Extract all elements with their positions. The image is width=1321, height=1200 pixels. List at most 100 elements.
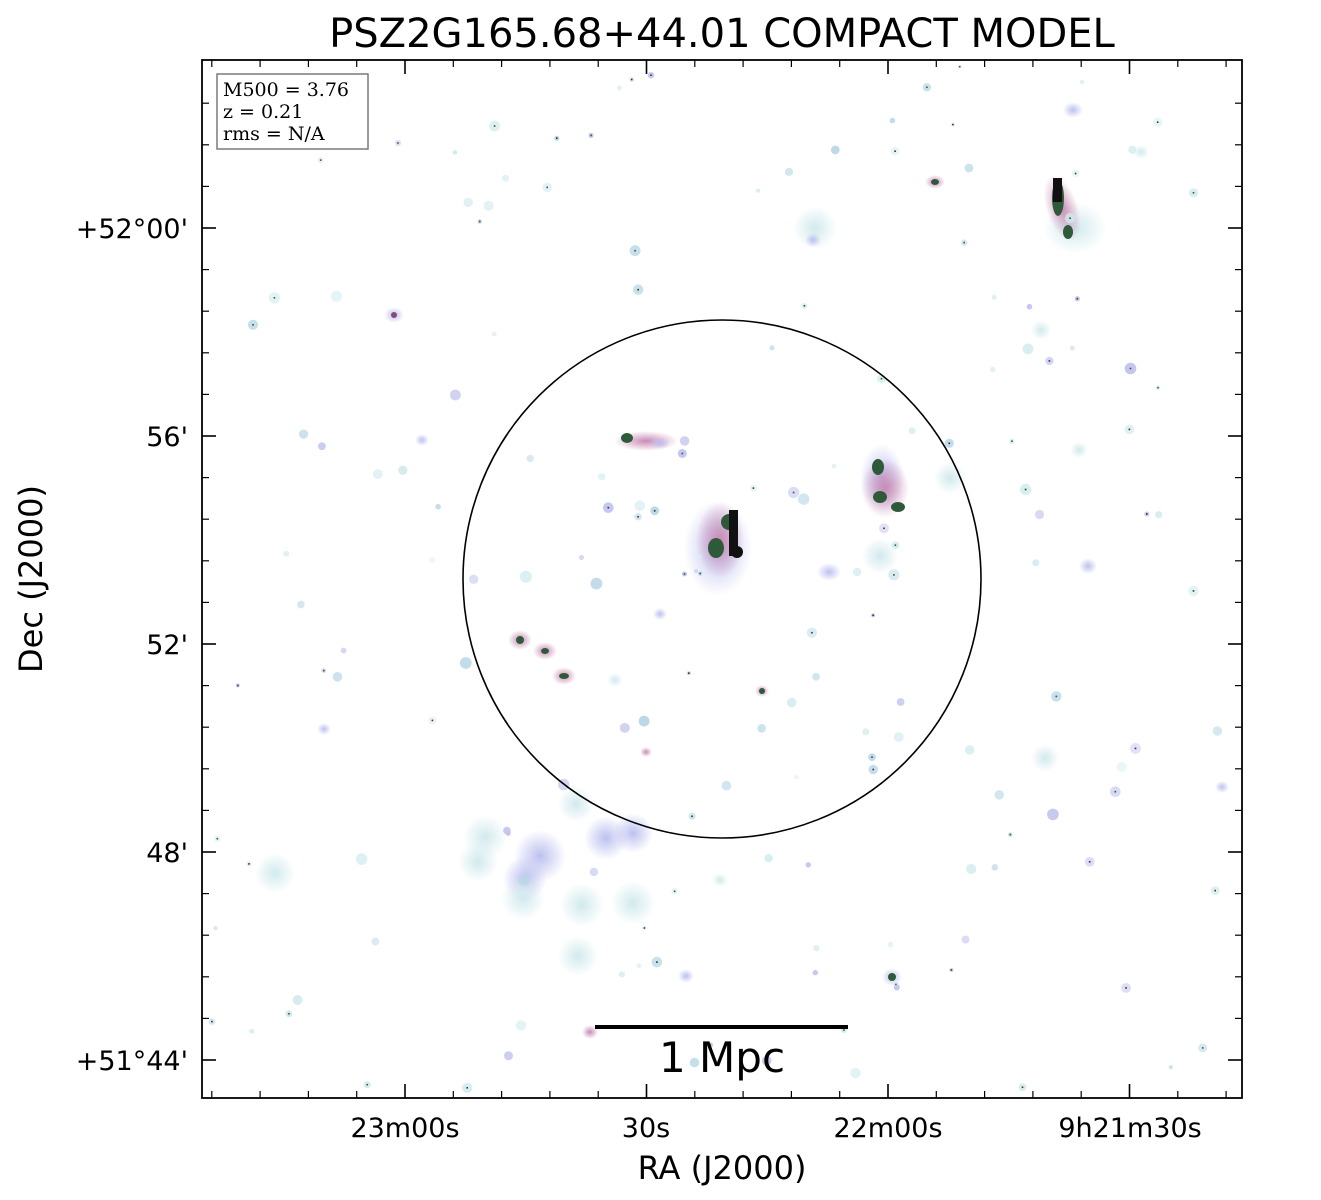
background-source [1168, 1065, 1173, 1070]
background-source [1026, 303, 1033, 310]
background-source [483, 200, 494, 211]
background-source [1034, 509, 1045, 520]
background-source-core [673, 890, 676, 893]
background-source-core [872, 614, 874, 617]
background-source-core [431, 719, 434, 722]
background-source-core [1076, 297, 1079, 300]
background-source [515, 1020, 527, 1031]
background-source [213, 926, 218, 931]
background-source [634, 500, 646, 512]
background-source [805, 862, 811, 868]
x-axis-label: RA (J2000) [638, 1149, 807, 1187]
background-source-core [948, 442, 951, 445]
background-source-core [1024, 488, 1027, 491]
background-source-core [607, 506, 610, 509]
background-source [355, 853, 368, 865]
background-source [429, 557, 435, 563]
background-source [908, 427, 916, 435]
radio-image [202, 60, 1242, 1098]
background-source [813, 945, 820, 952]
background-source [1047, 808, 1059, 821]
background-source-core [637, 516, 639, 518]
background-source-core [273, 297, 276, 299]
background-source [619, 722, 630, 733]
background-source [689, 1057, 700, 1068]
background-source [1212, 726, 1223, 736]
background-source [786, 697, 797, 708]
info-box: M500 = 3.76 z = 0.21 rms = N/A [216, 73, 369, 150]
info-redshift: z = 0.21 [223, 101, 303, 123]
background-source [764, 854, 773, 863]
background-source-core [871, 756, 873, 758]
background-source-core [634, 249, 636, 252]
background-source [679, 436, 690, 446]
x-tick-label: 30s [622, 1113, 670, 1144]
background-source-core [752, 487, 755, 489]
background-source-core [883, 527, 885, 530]
background-source-core [843, 1029, 845, 1031]
background-source-core [688, 672, 690, 674]
y-tick-label: 56' [146, 422, 188, 453]
background-source-core [630, 78, 633, 81]
background-source-core [803, 305, 806, 307]
background-sources [208, 64, 1223, 1093]
background-source-core [681, 452, 684, 455]
background-source-core [546, 186, 548, 189]
background-source [398, 465, 408, 475]
background-source [798, 493, 810, 505]
background-source [526, 454, 534, 463]
background-source-core [1201, 1047, 1204, 1049]
background-source [435, 503, 441, 510]
background-source-core [952, 123, 954, 126]
background-source [887, 941, 894, 948]
background-source [794, 774, 799, 780]
background-source [991, 864, 999, 871]
background-source [503, 826, 511, 835]
background-source-core [1156, 121, 1159, 123]
background-source-core [811, 631, 813, 634]
y-tick-label: 48' [146, 838, 188, 869]
background-source-core [366, 1083, 368, 1086]
background-source-core [493, 125, 496, 127]
background-source [578, 554, 585, 561]
background-source-core [397, 142, 399, 144]
background-source-core [252, 324, 254, 326]
background-source-core [319, 159, 322, 161]
x-tick-label: 22m00s [833, 1113, 942, 1144]
background-source [850, 1067, 861, 1079]
background-source [616, 85, 622, 91]
background-source [283, 550, 290, 557]
background-source [697, 554, 703, 560]
background-source-core [656, 961, 658, 963]
background-source-core [237, 684, 239, 687]
background-source [504, 1051, 513, 1061]
background-source-core [880, 377, 883, 380]
background-source [1070, 345, 1075, 351]
background-source-core [556, 137, 558, 139]
background-source [636, 963, 642, 968]
background-source-core [211, 1020, 213, 1023]
background-source [831, 145, 840, 155]
background-source [1116, 762, 1127, 772]
background-source [1032, 559, 1040, 567]
background-source-core [1125, 987, 1127, 989]
background-source-core [895, 983, 897, 986]
background-source [491, 331, 497, 337]
background-source-core [1192, 590, 1195, 592]
background-source-core [1134, 747, 1137, 750]
background-source-core [894, 150, 896, 152]
background-source-core [1055, 695, 1058, 698]
background-source-core [1146, 513, 1148, 515]
background-source [518, 874, 530, 886]
y-tick-label: +52°00' [76, 214, 188, 245]
background-source-core [653, 510, 656, 512]
background-source [330, 290, 342, 302]
background-source [1128, 145, 1137, 154]
background-source [452, 150, 458, 155]
background-source-core [765, 1060, 768, 1062]
background-source-core [1129, 367, 1132, 370]
background-source-core [1011, 440, 1013, 442]
background-source [721, 780, 732, 791]
background-source [1022, 343, 1034, 355]
